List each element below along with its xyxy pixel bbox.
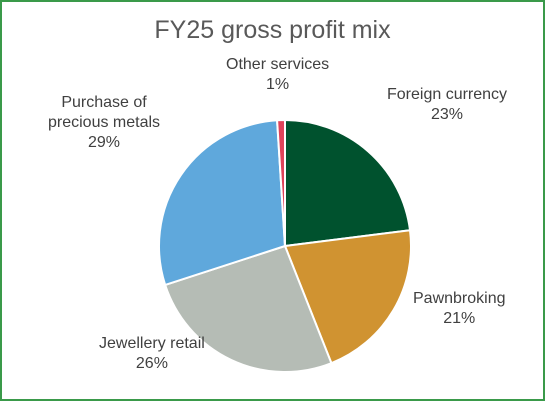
slice-label-text: Purchase of: [61, 94, 147, 111]
slice-value-label: 29%: [88, 134, 121, 151]
slice-label-text: Foreign currency: [387, 86, 508, 103]
slice-value-label: 1%: [266, 76, 290, 93]
slice-value-label: 23%: [431, 106, 464, 123]
slice-label: Foreign currency 23%: [387, 85, 507, 125]
pie-slice-pawnbroking: [284, 229, 412, 365]
pie-slice-purchase-of-precious-metals: [158, 119, 286, 286]
slice-label-text: Pawnbroking: [413, 290, 506, 307]
slice-label: Purchase of precious metals 29%: [48, 93, 160, 153]
slice-label: Pawnbroking 21%: [413, 289, 506, 329]
slice-label: Jewellery retail 26%: [99, 334, 205, 374]
chart-title: FY25 gross profit mix: [154, 16, 391, 44]
slice-label-text: Jewellery retail: [99, 335, 205, 352]
slice-label-text: Other services: [226, 56, 330, 73]
slice-label: Other services 1%: [226, 55, 329, 95]
pie-slice-other-services: [276, 119, 286, 247]
slice-value-label: 21%: [443, 310, 476, 327]
slice-label-text: precious metals: [48, 114, 161, 131]
pie-slice-jewellery-retail: [164, 245, 333, 373]
slice-value-label: 26%: [135, 355, 168, 372]
pie-slice-foreign-currency: [284, 119, 412, 247]
